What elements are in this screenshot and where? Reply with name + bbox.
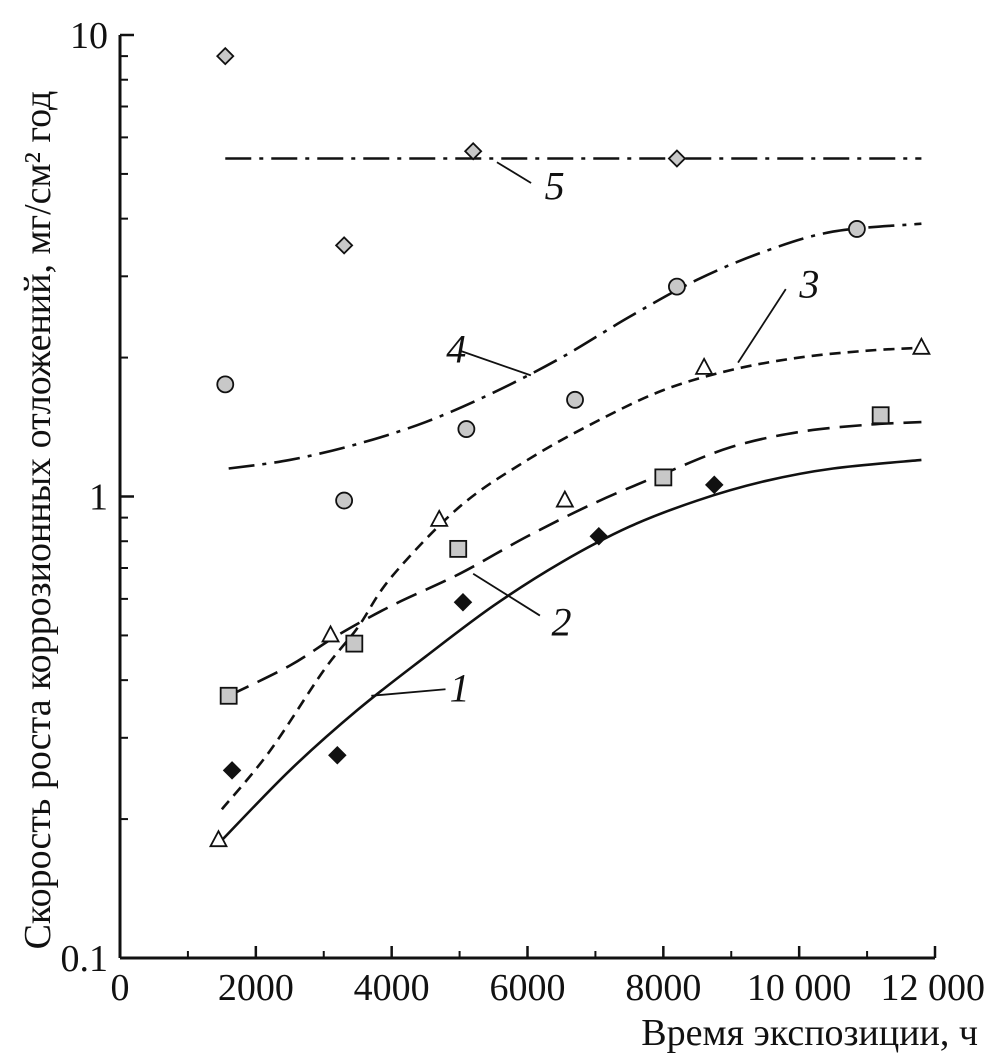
data-point-5 [463,141,483,161]
curve-labels: 1 2 3 4 5 [371,161,819,710]
data-point-4 [566,390,584,409]
data-point-2 [871,406,890,425]
x-tick-label: 0 [111,967,130,1009]
x-tick-label: 4000 [354,967,430,1009]
data-point-4 [457,420,476,438]
leader-line-5 [496,161,532,184]
data-point-1 [453,592,473,612]
data-point-4 [668,277,686,296]
data-point-1 [589,527,609,546]
leader-line-3 [737,288,787,364]
data-point-1 [222,761,242,780]
data-point-3 [694,356,714,375]
plot-axes [118,33,937,960]
data-point-2 [345,634,364,653]
curve-label-1: 1 [450,665,470,710]
x-tick-label: 10 000 [747,967,852,1009]
data-point-1 [328,745,347,765]
curve-label-2: 2 [551,599,571,644]
series-line-3 [220,346,922,811]
data-point-3 [911,336,931,355]
curve-label-5: 5 [545,164,565,209]
y-axis-title: Скорость роста коррозионных отложений, м… [17,91,59,950]
x-tick-label: 6000 [490,967,566,1009]
curve-label-3: 3 [798,261,819,306]
series-markers [208,46,931,848]
y-tick-label: 10 [70,15,108,57]
x-tick-label: 2000 [218,967,294,1009]
data-point-2 [654,468,673,487]
curve-label-4: 4 [446,327,466,372]
x-axis-title: Время экспозиции, ч [641,1012,978,1054]
data-point-4 [216,375,235,394]
leader-line-1 [371,688,446,697]
data-point-2 [449,539,468,558]
y-tick-label: 1 [89,477,108,519]
data-point-2 [219,686,238,705]
data-point-5 [667,149,687,168]
y-tick-label: 0.1 [61,938,109,980]
series-lines [220,157,922,842]
data-point-1 [704,475,724,495]
tick-labels: 0 2000 4000 6000 8000 10 000 12 000 0.1 1 10 [61,15,986,1009]
series-line-4 [228,222,922,470]
series-line-1 [220,458,922,842]
data-point-4 [335,491,354,510]
data-point-3 [208,829,228,848]
data-point-3 [429,508,449,527]
x-tick-label: 8000 [625,967,701,1009]
series-line-2 [228,420,922,697]
data-point-5 [215,46,235,66]
leader-line-2 [472,573,541,617]
x-tick-label: 12 000 [881,967,986,1009]
leader-line-4 [459,349,532,377]
data-point-4 [847,220,866,238]
data-point-3 [555,489,575,508]
data-point-3 [321,624,341,643]
data-point-5 [334,236,354,255]
